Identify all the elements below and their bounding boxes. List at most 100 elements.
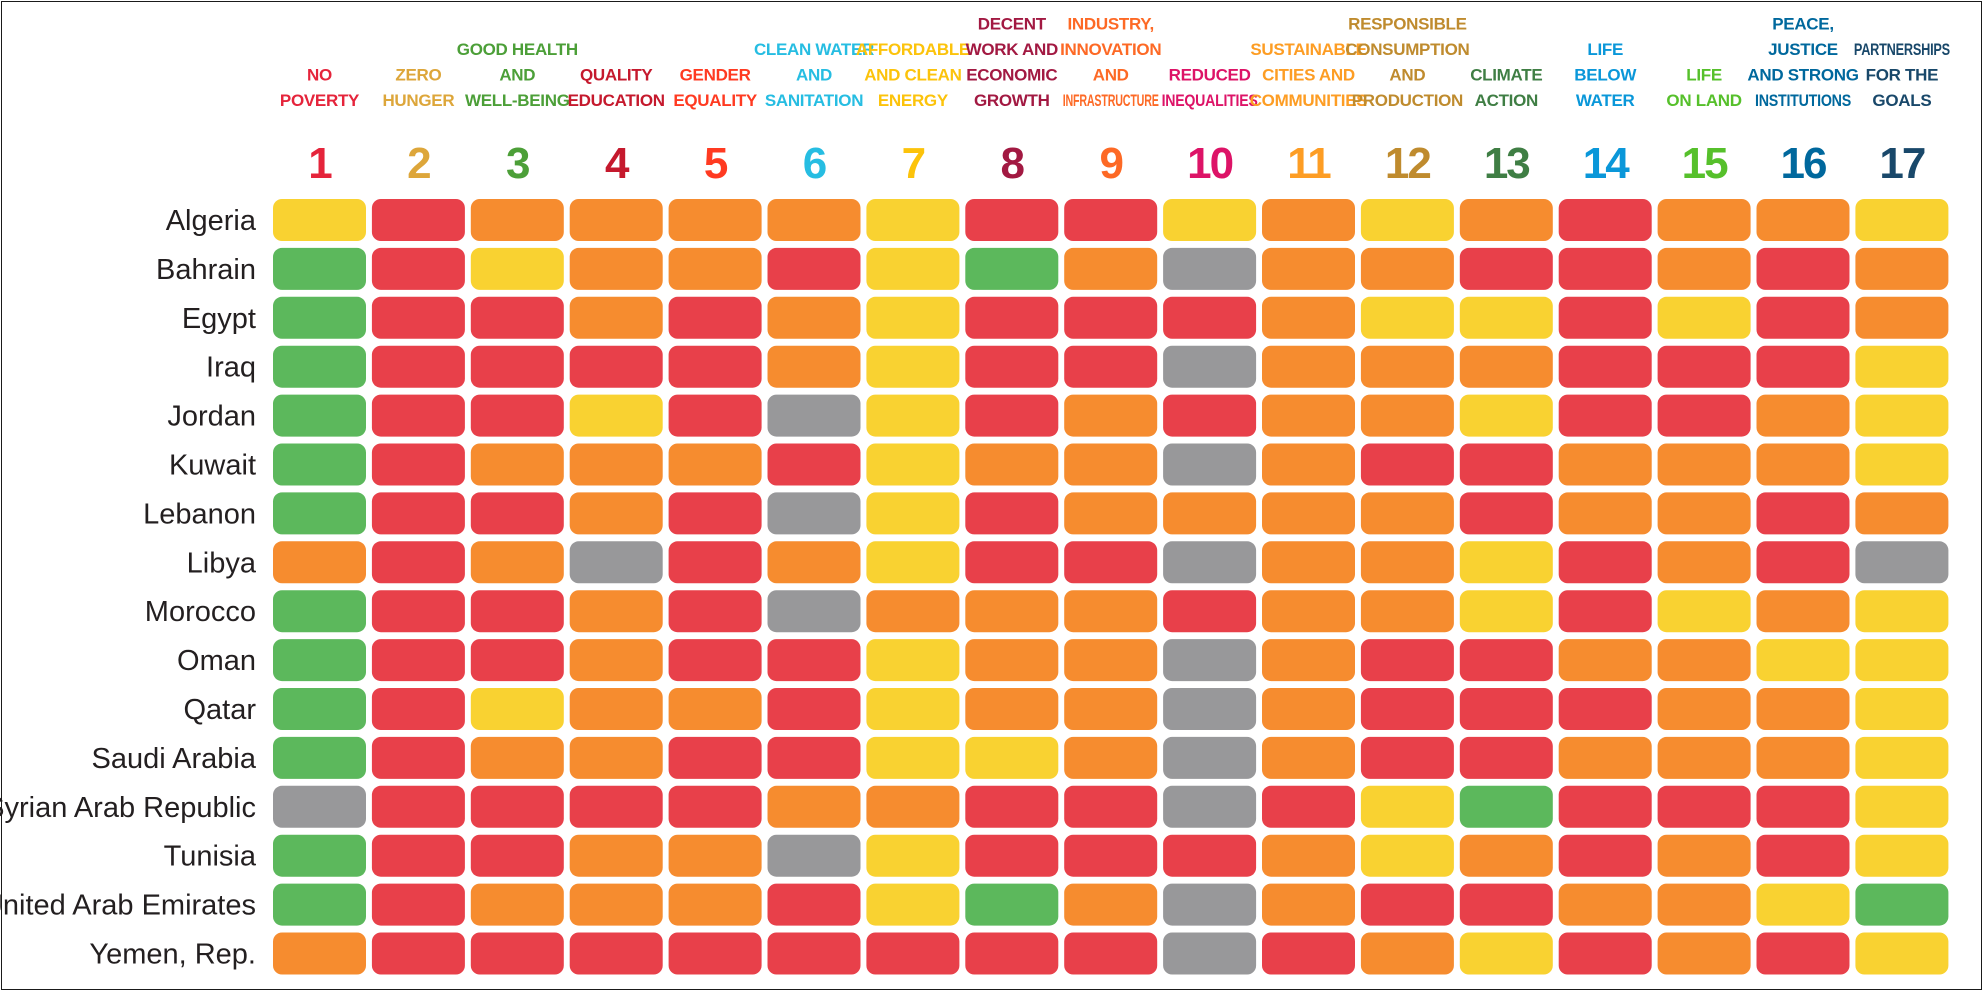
goal-header-7: AFFORDABLE AND CLEAN ENERGY 7 (856, 40, 970, 188)
goal-title-line: GROWTH (974, 91, 1050, 110)
heatmap-cell (1855, 590, 1949, 633)
goal-header-1: NO POVERTY 1 (280, 66, 360, 189)
goal-number: 17 (1879, 139, 1924, 188)
heatmap-cell (1360, 834, 1454, 877)
heatmap-cell (1163, 883, 1257, 926)
heatmap-cell (1657, 345, 1751, 388)
goal-title-line: WATER (1576, 91, 1635, 110)
heatmap-cell (767, 199, 861, 241)
heatmap-cell (1360, 492, 1454, 535)
goal-title-line: HUNGER (382, 91, 454, 110)
country-label: Kuwait (169, 450, 256, 482)
heatmap-cell (1558, 736, 1652, 779)
heatmap-cell (1855, 785, 1949, 828)
heatmap-cell (1360, 932, 1454, 975)
heatmap-cell (273, 247, 366, 290)
heatmap-cell (1657, 932, 1751, 975)
heatmap-cell (273, 541, 366, 584)
heatmap-cell (866, 394, 960, 437)
heatmap-cell (1756, 834, 1850, 877)
heatmap-cell (1262, 492, 1355, 535)
heatmap-cell (767, 247, 861, 290)
heatmap-cell (569, 199, 663, 241)
heatmap-cell (866, 199, 960, 241)
heatmap-cell (1756, 785, 1850, 828)
country-label: Bahrain (156, 254, 256, 286)
goal-title-line: SUSTAINABLE (1250, 40, 1366, 59)
heatmap-cell (1163, 247, 1257, 290)
heatmap-cell (1360, 345, 1454, 388)
heatmap-cell (1558, 785, 1652, 828)
heatmap-cell (371, 247, 465, 290)
goal-title-line: AND CLEAN (864, 66, 961, 85)
country-label: Libya (187, 547, 257, 579)
heatmap-cell (470, 834, 564, 877)
heatmap-cell (470, 296, 564, 339)
heatmap-cell (1163, 199, 1257, 241)
heatmap-cell (866, 296, 960, 339)
heatmap-cell (668, 394, 762, 437)
heatmap-cell (1163, 932, 1257, 975)
goal-title-line: AND (1093, 66, 1129, 85)
heatmap-cell (1064, 785, 1158, 828)
heatmap-cell (1756, 932, 1850, 975)
heatmap-cell (1163, 541, 1257, 584)
goal-header-10: REDUCED INEQUALITIES 10 (1162, 66, 1258, 189)
heatmap-cell (1459, 492, 1553, 535)
heatmap-cell (1558, 883, 1652, 926)
goal-title-line: AND (1389, 66, 1425, 85)
heatmap-cell (371, 932, 465, 975)
goal-number: 10 (1187, 139, 1232, 188)
heatmap-cell (965, 834, 1059, 877)
heatmap-cell (965, 247, 1059, 290)
goal-header-6: CLEAN WATER AND SANITATION 6 (754, 40, 874, 188)
heatmap-cell (1262, 932, 1355, 975)
heatmap-cell (1855, 296, 1949, 339)
heatmap-cell (1756, 736, 1850, 779)
heatmap-cell (1657, 199, 1751, 241)
heatmap-cell (767, 541, 861, 584)
heatmap-cell (767, 345, 861, 388)
heatmap-cell (1459, 296, 1553, 339)
goal-title-line: EQUALITY (673, 91, 758, 110)
heatmap-cell (371, 590, 465, 633)
goal-title-line: REDUCED (1169, 66, 1251, 85)
heatmap-cell (1163, 785, 1257, 828)
heatmap-cell (1756, 492, 1850, 535)
heatmap-cell (569, 834, 663, 877)
heatmap-cell (1262, 639, 1355, 682)
heatmap-cell (273, 932, 366, 975)
goal-header-3: GOOD HEALTH AND WELL-BEING 3 (457, 40, 578, 188)
heatmap-cell (1064, 247, 1158, 290)
goal-header-9: INDUSTRY, INNOVATION AND INFRASTRUCTURE 9 (1060, 15, 1162, 189)
heatmap-cell (273, 736, 366, 779)
heatmap-cell (1756, 688, 1850, 730)
heatmap-cell (1360, 443, 1454, 486)
goal-title-line: WELL-BEING (465, 91, 570, 110)
heatmap-cell (569, 394, 663, 437)
goal-title-line: LIFE (1686, 66, 1722, 85)
heatmap-cell (1657, 883, 1751, 926)
heatmap-cell (668, 247, 762, 290)
country-label: Oman (177, 645, 256, 677)
heatmap-cell (668, 736, 762, 779)
goal-title-line: NO (307, 66, 332, 85)
heatmap-cell (1163, 736, 1257, 779)
goal-number: 7 (902, 139, 925, 188)
heatmap-cell (866, 639, 960, 682)
goal-number: 4 (605, 139, 630, 188)
heatmap-cell (866, 688, 960, 730)
heatmap-cell (1360, 541, 1454, 584)
goal-title-line: PRODUCTION (1352, 91, 1463, 110)
country-label: Iraq (206, 352, 256, 384)
heatmap-cell (1163, 590, 1257, 633)
heatmap-cell (1657, 736, 1751, 779)
country-label: Qatar (183, 694, 256, 726)
heatmap-cell (1262, 394, 1355, 437)
heatmap-cell (1558, 590, 1652, 633)
heatmap-cell (1459, 345, 1553, 388)
heatmap-cell (767, 932, 861, 975)
heatmap-cell (1459, 590, 1553, 633)
goal-title-line: QUALITY (580, 66, 653, 85)
